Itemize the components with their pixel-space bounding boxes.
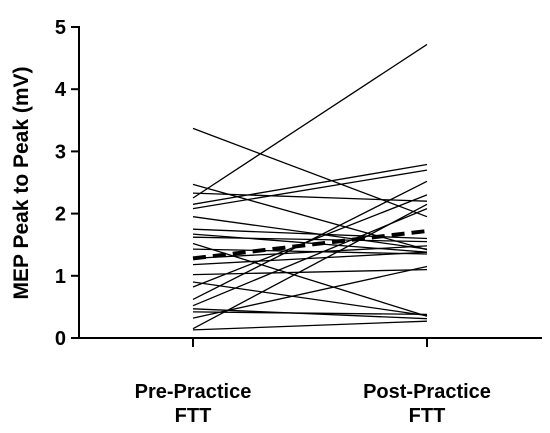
- subject-line-4: [192, 43, 428, 199]
- y-tick-label-0: 0: [55, 328, 66, 350]
- y-tick-label-4: 4: [55, 79, 67, 101]
- y-tick-label-1: 1: [55, 266, 66, 288]
- subject-line-5: [192, 163, 428, 205]
- subject-line-24: [192, 320, 428, 331]
- subject-line-16: [192, 281, 428, 317]
- subject-line-8: [192, 228, 428, 240]
- y-axis-title: MEP Peak to Peak (mV): [10, 66, 33, 299]
- axes: [78, 26, 542, 339]
- y-tick-label-3: 3: [55, 141, 66, 163]
- subject-line-1: [192, 127, 428, 218]
- x-category-label-1-line-2: FTT: [175, 405, 212, 427]
- subject-line-6: [192, 169, 428, 210]
- subject-line-9: [192, 233, 428, 253]
- subject-line-2: [192, 183, 428, 251]
- y-ticks: 0 1 2 3 4 5: [55, 17, 79, 350]
- subject-line-15: [192, 268, 428, 276]
- subject-line-10: [192, 236, 428, 243]
- subject-line-7: [192, 216, 428, 250]
- subject-line-3: [192, 192, 428, 202]
- x-category-label-2-line-2: FTT: [409, 405, 446, 427]
- subject-line-18: [192, 180, 428, 300]
- plot-lines: [192, 43, 428, 331]
- subject-line-14: [192, 251, 428, 266]
- subject-line-13: [192, 245, 428, 260]
- subject-line-23: [192, 203, 428, 330]
- subject-line-22: [192, 265, 428, 319]
- subject-line-21: [192, 311, 428, 316]
- y-tick-label-2: 2: [55, 204, 66, 226]
- subject-line-11: [192, 242, 428, 317]
- x-category-label-1-line-1: Pre-Practice: [135, 381, 252, 403]
- x-category-label-2-line-1: Post-Practice: [363, 381, 491, 403]
- y-tick-label-5: 5: [55, 17, 66, 39]
